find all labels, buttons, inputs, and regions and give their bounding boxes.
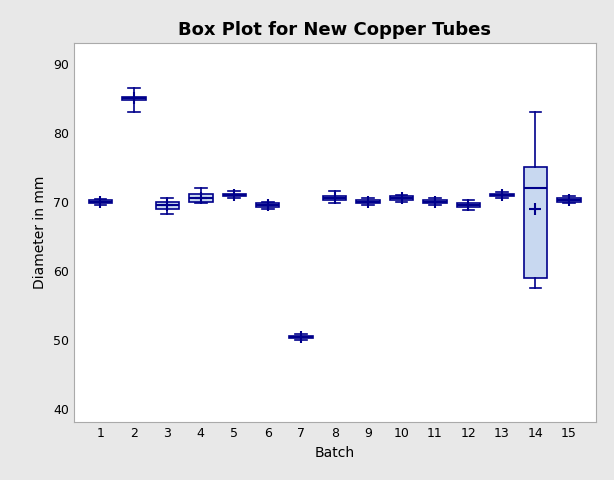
Y-axis label: Diameter in mm: Diameter in mm — [33, 176, 47, 289]
X-axis label: Batch: Batch — [314, 446, 355, 460]
PathPatch shape — [356, 200, 380, 203]
PathPatch shape — [89, 200, 112, 203]
PathPatch shape — [490, 193, 514, 196]
PathPatch shape — [390, 196, 413, 200]
Title: Box Plot for New Copper Tubes: Box Plot for New Copper Tubes — [178, 21, 491, 39]
PathPatch shape — [557, 198, 580, 202]
PathPatch shape — [323, 196, 346, 200]
PathPatch shape — [524, 168, 547, 277]
PathPatch shape — [256, 203, 279, 207]
PathPatch shape — [122, 97, 146, 100]
PathPatch shape — [289, 336, 313, 338]
PathPatch shape — [457, 203, 480, 207]
PathPatch shape — [155, 202, 179, 209]
PathPatch shape — [189, 193, 212, 202]
PathPatch shape — [222, 193, 246, 196]
PathPatch shape — [423, 200, 447, 203]
